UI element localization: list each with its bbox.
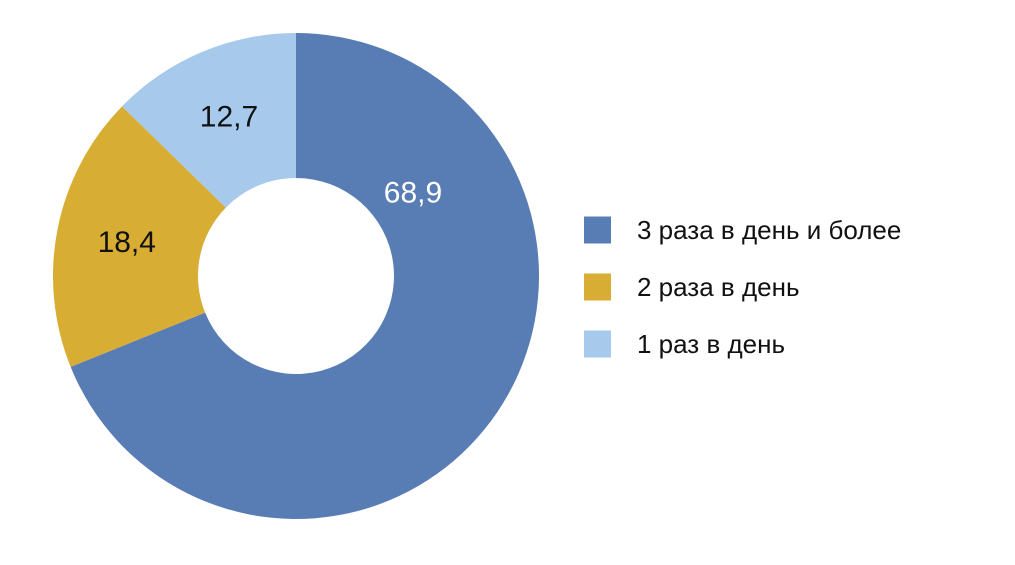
donut-slices <box>52 33 539 519</box>
legend-swatch-2 <box>584 273 611 301</box>
slice-value-label-1: 68,9 <box>384 177 442 210</box>
slice-value-label-2: 18,4 <box>98 226 156 259</box>
donut-slice-3 <box>122 33 296 208</box>
slice-value-label-3: 12,7 <box>200 101 258 134</box>
legend-label-2: 2 раза в день <box>637 272 800 302</box>
slice-value-labels: 68,9 18,4 12,7 <box>98 101 443 260</box>
legend-label-1: 3 раза в день и более <box>637 215 901 245</box>
donut-slice-2 <box>52 106 226 367</box>
legend-label-3: 1 раз в день <box>637 329 785 359</box>
legend-swatch-3 <box>584 330 611 358</box>
legend-swatch-1 <box>584 216 611 244</box>
legend: 3 раза в день и более 2 раза в день 1 раз … <box>584 215 901 359</box>
donut-slice-1 <box>70 33 539 519</box>
